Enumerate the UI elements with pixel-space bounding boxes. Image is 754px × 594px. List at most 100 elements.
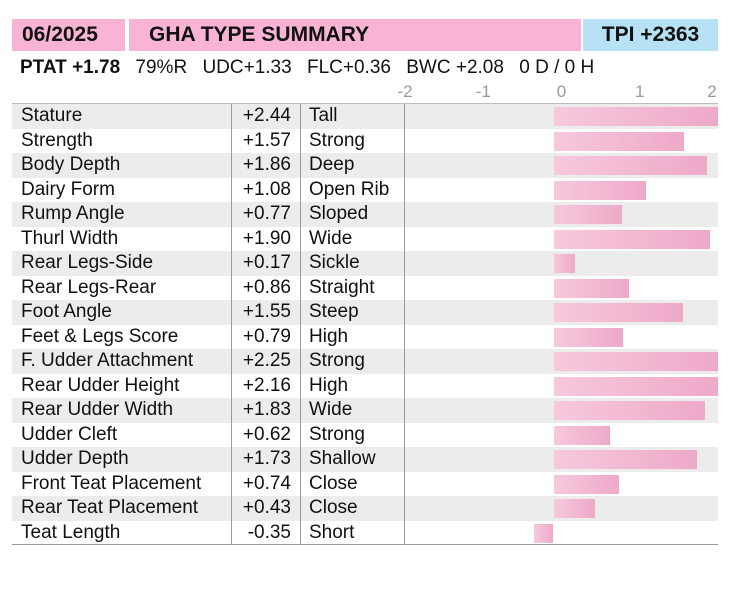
trait-name: Strength [21, 129, 93, 151]
trait-name: Dairy Form [21, 178, 115, 200]
trait-descriptor: Sloped [309, 203, 369, 224]
trait-row: Udder Cleft +0.62 Strong [12, 423, 718, 448]
trait-descriptor: Steep [309, 301, 359, 322]
trait-name: Thurl Width [21, 227, 119, 249]
daughters-herds: 0 D / 0 H [519, 57, 595, 78]
trait-value: +2.44 [242, 105, 291, 126]
trait-value: -0.35 [247, 521, 291, 543]
trait-value: +1.55 [242, 301, 291, 322]
trait-descriptor: Strong [309, 350, 365, 371]
trait-name: Rump Angle [21, 203, 125, 224]
trait-name: Rear Legs-Side [21, 252, 154, 273]
divider-name-value [231, 104, 232, 544]
trait-descriptor: Strong [309, 129, 365, 151]
axis-line [12, 103, 718, 104]
trait-bar [553, 254, 575, 273]
trait-bar [553, 107, 718, 126]
trait-row: Rear Teat Placement +0.43 Close [12, 496, 718, 521]
trait-bar [553, 499, 596, 518]
trait-value: +0.17 [242, 252, 291, 273]
reliability-value: 79%R [135, 57, 188, 78]
trait-value: +1.86 [242, 154, 291, 175]
flc-value: FLC+0.36 [306, 57, 391, 78]
trait-row: Stature +2.44 Tall [12, 104, 718, 129]
header-tpi: TPI +2363 [583, 19, 718, 51]
trait-row: Dairy Form +1.08 Open Rib [12, 178, 718, 203]
trait-bar [553, 156, 708, 175]
trait-name: F. Udder Attachment [21, 350, 194, 371]
trait-name: Rear Teat Placement [21, 497, 199, 518]
trait-name: Body Depth [21, 154, 121, 175]
trait-value: +0.79 [242, 325, 291, 347]
header-date: 06/2025 [12, 19, 125, 51]
x-tick-label: -2 [397, 82, 413, 101]
trait-bar [553, 450, 697, 469]
trait-row: Strength +1.57 Strong [12, 129, 718, 154]
x-tick-label: 1 [635, 82, 645, 101]
trait-value: +1.73 [242, 448, 291, 469]
x-tick-label: 0 [556, 82, 567, 101]
trait-descriptor: Close [309, 497, 358, 518]
x-tick-label: 2 [707, 82, 717, 101]
trait-row: Feet & Legs Score +0.79 High [12, 325, 718, 350]
trait-bar [553, 401, 705, 420]
bottom-rule [12, 544, 718, 545]
trait-bar [553, 376, 718, 396]
trait-value: +0.74 [242, 472, 291, 494]
trait-descriptor: Tall [309, 105, 338, 126]
trait-bar [553, 205, 622, 224]
trait-value: +1.57 [242, 129, 291, 151]
trait-row: Teat Length -0.35 Short [12, 521, 718, 546]
divider-value-desc [300, 104, 301, 544]
trait-bar [553, 352, 718, 371]
trait-descriptor: Open Rib [309, 178, 390, 200]
udc-value: UDC+1.33 [202, 57, 292, 78]
x-tick-label: -1 [475, 82, 491, 101]
trait-descriptor: Close [309, 472, 358, 494]
trait-bar [553, 131, 685, 151]
trait-value: +2.25 [242, 350, 291, 371]
trait-descriptor: Shallow [309, 448, 376, 469]
trait-value: +1.90 [242, 227, 291, 249]
divider-desc-chart [404, 104, 405, 544]
trait-bar [553, 474, 620, 494]
trait-value: +0.77 [242, 203, 291, 224]
trait-descriptor: Sickle [309, 252, 360, 273]
trait-name: Front Teat Placement [21, 472, 202, 494]
stats-line: PTAT +1.78 79%R UDC+1.33 FLC+0.36 BWC +2… [20, 55, 594, 81]
trait-bar [553, 229, 711, 249]
trait-bar [534, 523, 554, 543]
trait-name: Udder Depth [21, 448, 129, 469]
trait-bar [553, 303, 683, 322]
trait-value: +1.08 [242, 178, 291, 200]
trait-descriptor: High [309, 374, 349, 396]
trait-descriptor: Deep [309, 154, 355, 175]
trait-bar [553, 425, 610, 445]
trait-name: Rear Legs-Rear [21, 276, 157, 298]
trait-row: Front Teat Placement +0.74 Close [12, 472, 718, 497]
trait-row: Rear Legs-Rear +0.86 Straight [12, 276, 718, 301]
trait-descriptor: High [309, 325, 349, 347]
trait-bar [553, 327, 624, 347]
trait-value: +0.62 [242, 423, 291, 445]
header-title: GHA TYPE SUMMARY [129, 19, 581, 51]
trait-value: +1.83 [242, 399, 291, 420]
trait-value: +0.43 [242, 497, 291, 518]
trait-row: Rear Legs-Side +0.17 Sickle [12, 251, 718, 276]
trait-descriptor: Strong [309, 423, 365, 445]
trait-name: Feet & Legs Score [21, 325, 179, 347]
bwc-value: BWC +2.08 [406, 57, 504, 78]
ptat-value: PTAT +1.78 [20, 57, 121, 78]
trait-descriptor: Wide [309, 399, 353, 420]
trait-value: +2.16 [242, 374, 291, 396]
trait-row: Rear Udder Height +2.16 High [12, 374, 718, 399]
trait-name: Udder Cleft [21, 423, 118, 445]
trait-name: Foot Angle [21, 301, 112, 322]
trait-value: +0.86 [242, 276, 291, 298]
trait-row: Thurl Width +1.90 Wide [12, 227, 718, 252]
trait-name: Teat Length [21, 521, 121, 543]
trait-name: Stature [21, 105, 83, 126]
trait-descriptor: Wide [309, 227, 353, 249]
trait-name: Rear Udder Width [21, 399, 174, 420]
trait-bar [553, 278, 629, 298]
